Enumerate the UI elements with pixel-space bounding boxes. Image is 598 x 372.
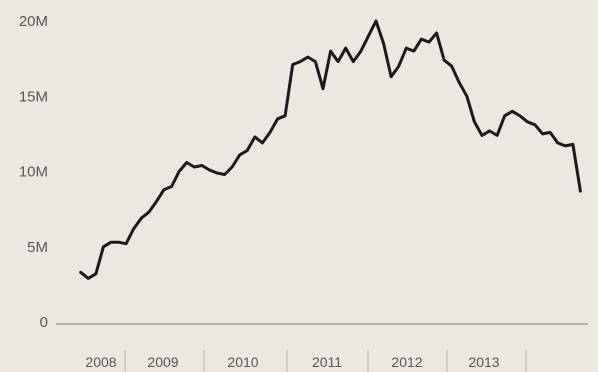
data-point	[526, 120, 529, 124]
data-point	[442, 58, 446, 62]
data-point	[511, 110, 514, 113]
data-point	[518, 114, 522, 118]
data-point	[465, 95, 469, 98]
data-point	[306, 55, 310, 59]
data-point	[193, 165, 196, 169]
x-tick-label: 2008	[85, 354, 116, 370]
data-point	[359, 49, 363, 53]
data-point	[374, 19, 378, 23]
data-point	[87, 277, 90, 280]
data-point	[268, 131, 272, 134]
x-tick-label: 2009	[147, 354, 178, 370]
data-point	[488, 129, 491, 133]
data-point	[102, 245, 105, 248]
data-point	[132, 227, 135, 230]
data-point	[314, 60, 317, 63]
data-point	[344, 46, 347, 50]
data-point	[223, 173, 226, 176]
data-point	[389, 75, 393, 78]
x-tick-label: 2011	[312, 354, 342, 370]
data-point	[541, 132, 544, 136]
data-point	[261, 141, 264, 145]
data-point	[473, 120, 476, 124]
data-point	[367, 34, 370, 38]
y-tick-label: 15M	[19, 88, 48, 105]
data-point	[533, 123, 537, 127]
data-point	[109, 241, 113, 244]
y-tick-label: 0	[40, 314, 48, 331]
data-point	[253, 135, 257, 139]
series-group	[79, 19, 582, 280]
data-point	[382, 42, 385, 45]
data-point	[230, 165, 234, 169]
data-point	[155, 200, 158, 203]
data-point	[79, 271, 82, 274]
y-axis: 0 5M 10M 15M 20M	[19, 13, 48, 331]
data-point	[480, 134, 484, 137]
data-point	[283, 114, 287, 118]
data-point	[321, 87, 325, 90]
x-tick-label: 2013	[468, 354, 499, 370]
data-point	[336, 60, 340, 63]
data-point	[140, 217, 143, 220]
data-point	[246, 149, 249, 152]
data-point	[177, 170, 181, 173]
data-point	[291, 63, 294, 66]
y-tick-label: 5M	[27, 239, 48, 256]
data-point	[94, 272, 98, 275]
x-axis: 2008 2009 2010 2011 2012 2013	[85, 350, 527, 372]
data-point	[208, 168, 211, 172]
data-point	[238, 153, 241, 157]
data-point	[412, 49, 416, 53]
data-point	[170, 185, 173, 188]
data-point	[420, 37, 423, 41]
data-point	[564, 144, 567, 148]
data-point	[571, 143, 575, 146]
data-point	[200, 164, 204, 167]
data-point	[162, 188, 166, 191]
data-point	[450, 65, 453, 68]
data-point	[329, 49, 332, 53]
data-point	[427, 40, 431, 44]
x-tick-label: 2012	[391, 354, 422, 370]
data-point	[299, 60, 302, 63]
data-point	[397, 65, 400, 68]
data-point	[579, 189, 582, 193]
data-point	[352, 60, 355, 63]
y-tick-label: 10M	[19, 164, 48, 181]
data-point	[147, 210, 151, 214]
data-point	[556, 141, 559, 145]
data-point	[276, 117, 279, 121]
data-point	[435, 31, 438, 35]
data-point	[495, 134, 499, 137]
data-point	[215, 171, 219, 175]
data-point	[185, 161, 188, 164]
data-point	[117, 241, 120, 244]
data-point	[548, 131, 552, 134]
data-point	[405, 46, 408, 50]
x-tick-label: 2010	[227, 354, 258, 370]
data-point	[458, 81, 461, 84]
y-tick-label: 20M	[19, 13, 48, 30]
series-line	[79, 19, 582, 280]
data-point	[503, 114, 506, 118]
data-point	[124, 242, 128, 245]
